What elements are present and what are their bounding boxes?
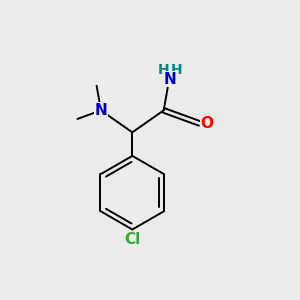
- Text: H: H: [158, 63, 170, 77]
- Text: H: H: [171, 63, 183, 77]
- Text: N: N: [164, 72, 177, 87]
- Text: N: N: [94, 103, 107, 118]
- Text: O: O: [200, 116, 214, 131]
- Text: Cl: Cl: [124, 232, 140, 247]
